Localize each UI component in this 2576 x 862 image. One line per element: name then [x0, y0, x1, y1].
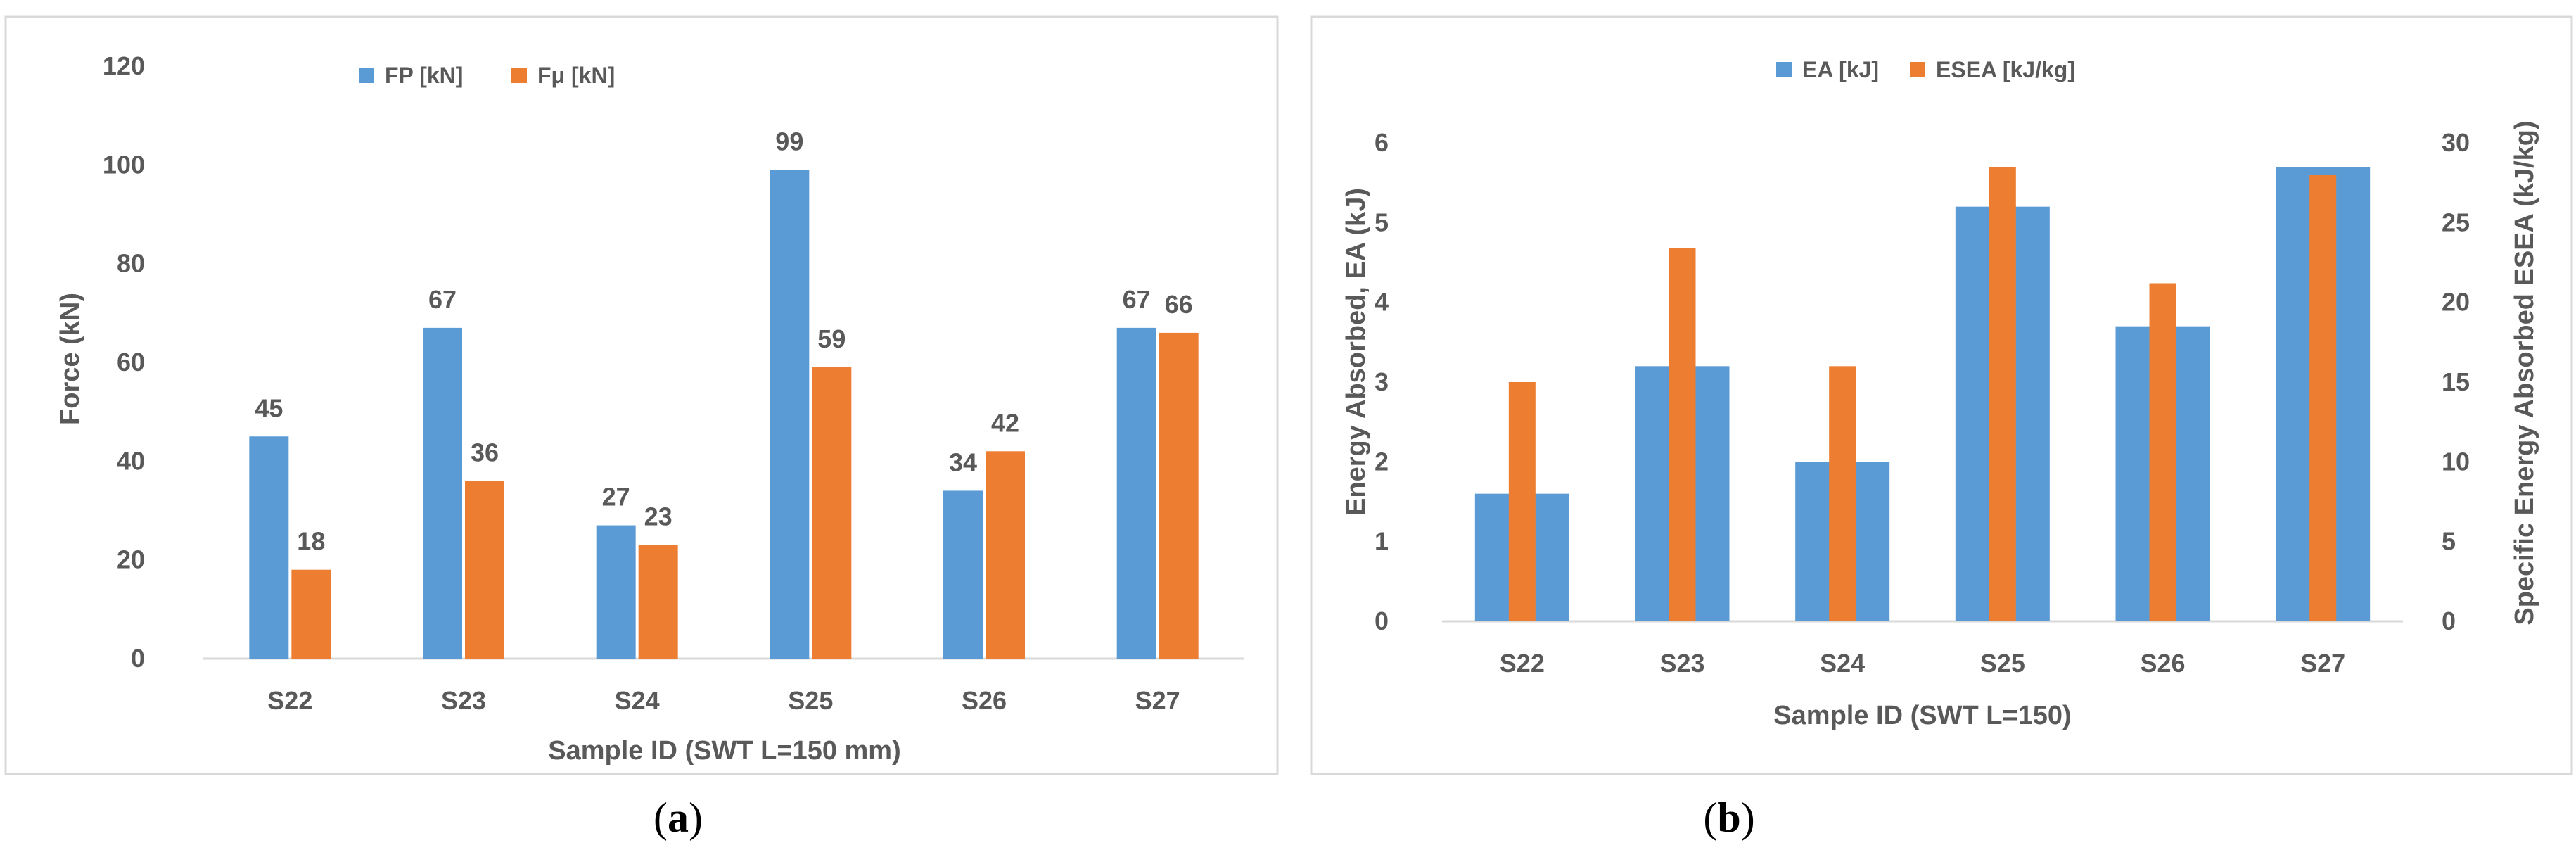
- panel-label-a-letter: a: [668, 794, 689, 841]
- chart-a-x-tick-label: S22: [267, 686, 312, 715]
- chart-b-x-tick-label: S25: [1980, 649, 2025, 678]
- chart-b-y-tick-label-left: 1: [1375, 527, 1389, 556]
- chart-a-y-tick-label: 0: [131, 644, 145, 673]
- chart-a-legend-swatch-fmu: [511, 68, 527, 83]
- chart-a-x-tick-label: S24: [615, 686, 660, 715]
- chart-a-y-tick-label: 120: [103, 51, 145, 80]
- chart-b-legend-label-esea: ESEA [kJ/kg]: [1936, 57, 2075, 82]
- chart-a-bar-fmu: [291, 569, 331, 659]
- panel-label-b-open: (: [1703, 794, 1717, 841]
- chart-a-bar-fmu: [465, 481, 504, 659]
- chart-b-legend-swatch-ea: [1776, 62, 1792, 77]
- chart-a-data-label: 67: [428, 285, 457, 314]
- chart-b-bar-esea: [1669, 248, 1696, 622]
- chart-b-legend-swatch-esea: [1910, 62, 1925, 77]
- chart-b-y-ticks-right: 0 5 10 15 20 25 30: [2442, 128, 2470, 635]
- chart-b-bar-esea: [2309, 175, 2337, 622]
- chart-b-bar-esea: [1829, 366, 1856, 621]
- chart-a-data-label: 36: [471, 438, 499, 467]
- chart-a-y-ticks: 0 20 40 60 80 100 120: [103, 51, 145, 673]
- chart-a-bar-fmu: [812, 367, 852, 659]
- chart-a-bar-fp: [943, 490, 983, 659]
- chart-a-bars: [249, 170, 1199, 659]
- chart-a-y-tick-label: 80: [117, 249, 145, 278]
- chart-b-x-tick-label: S24: [1820, 649, 1865, 678]
- chart-a-legend-swatch-fp: [359, 68, 374, 83]
- chart-b-legend-label-ea: EA [kJ]: [1802, 57, 1879, 82]
- panel-label-a: (a): [653, 794, 703, 841]
- chart-a-data-label: 27: [602, 483, 630, 512]
- chart-a-data-label: 45: [255, 393, 283, 422]
- chart-a-data-label: 99: [775, 127, 803, 156]
- chart-b-x-tick-label: S22: [1500, 649, 1545, 678]
- chart-a-legend: FP [kN] Fμ [kN]: [359, 63, 615, 88]
- chart-b-y-tick-label-right: 15: [2442, 367, 2470, 396]
- chart-a-bar-fp: [770, 170, 810, 659]
- chart-a-data-label: 18: [297, 527, 325, 556]
- chart-a-bar-fp: [423, 327, 462, 659]
- chart-b-y-tick-label-left: 5: [1375, 208, 1389, 236]
- chart-b-y-tick-label-right: 10: [2442, 447, 2470, 476]
- chart-a-data-label: 66: [1165, 290, 1193, 319]
- chart-b-bar-esea: [1989, 167, 2016, 621]
- chart-b-x-tick-label: S27: [2300, 649, 2345, 678]
- chart-a-data-label: 23: [644, 502, 672, 531]
- chart-a-y-tick-label: 20: [117, 545, 145, 574]
- chart-a-x-tick-label: S27: [1135, 686, 1180, 715]
- chart-a-data-label: 34: [949, 448, 977, 476]
- chart-a-data-label: 59: [817, 324, 846, 353]
- panel-label-a-close: ): [689, 794, 703, 841]
- chart-a-y-tick-label: 40: [117, 446, 145, 475]
- chart-b-x-axis-label: Sample ID (SWT L=150): [1773, 701, 2071, 730]
- chart-a-bar-fp: [596, 525, 636, 659]
- chart-b-y-tick-label-right: 20: [2442, 288, 2470, 317]
- chart-a-x-tick-label: S26: [962, 686, 1007, 715]
- chart-a-legend-label-fmu: Fμ [kN]: [537, 63, 615, 88]
- chart-b-y-tick-label-left: 4: [1375, 288, 1389, 317]
- panel-label-b-close: ): [1741, 794, 1755, 841]
- panel-label-b-letter: b: [1717, 794, 1740, 841]
- panel-label-b: (b): [1703, 794, 1754, 841]
- chart-b-x-tick-label: S23: [1659, 649, 1704, 678]
- chart-a-x-tick-label: S25: [788, 686, 833, 715]
- chart-a-bar-fp: [1116, 327, 1156, 659]
- chart-a-bar-fmu: [1159, 332, 1199, 659]
- chart-a-y-tick-label: 60: [117, 348, 145, 376]
- chart-b-y-axis-label-right: Specific Energy Absorbed ESEA (kJ/kg): [2510, 120, 2539, 625]
- chart-a-y-tick-label: 100: [103, 150, 145, 179]
- chart-b-y-tick-label-left: 6: [1375, 128, 1389, 157]
- chart-a-frame: [4, 15, 1279, 775]
- chart-a-bar-fp: [249, 436, 289, 659]
- chart-b-bar-esea: [1508, 382, 1536, 621]
- chart-a-data-labels: 45 18 67 36 27 23 99 59 34 42 67 66: [255, 127, 1192, 555]
- chart-a-data-label: 67: [1123, 285, 1151, 314]
- chart-b-bar-esea: [2149, 283, 2176, 621]
- chart-a-x-axis-label: Sample ID (SWT L=150 mm): [548, 736, 901, 766]
- chart-b-y-axis-label-left: Energy Absorbed, EA (kJ): [1341, 188, 1371, 516]
- chart-b-legend: EA [kJ] ESEA [kJ/kg]: [1776, 57, 2075, 82]
- chart-b-bars: [1474, 167, 2371, 622]
- chart-a-y-axis-label: Force (kN): [56, 293, 85, 425]
- chart-b-y-tick-label-right: 25: [2442, 208, 2470, 236]
- chart-a-x-tick-label: S23: [441, 686, 486, 715]
- chart-a-data-label: 42: [991, 408, 1019, 437]
- chart-a-bar-fmu: [638, 545, 678, 659]
- chart-b-x-ticks: S22 S23 S24 S25 S26 S27: [1500, 649, 2345, 678]
- chart-b-x-tick-label: S26: [2140, 649, 2185, 678]
- chart-b-y-tick-label-right: 5: [2442, 527, 2456, 556]
- chart-b-y-ticks-left: 0 1 2 3 4 5 6: [1375, 128, 1389, 635]
- chart-a-legend-label-fp: FP [kN]: [385, 63, 463, 88]
- panel-label-a-open: (: [653, 794, 668, 841]
- chart-b-y-tick-label-left: 2: [1375, 447, 1389, 476]
- chart-a-x-ticks: S22 S23 S24 S25 S26 S27: [267, 686, 1180, 715]
- chart-a-bar-fmu: [986, 451, 1025, 659]
- chart-b-y-tick-label-left: 3: [1375, 367, 1389, 396]
- chart-b-y-tick-label-left: 0: [1375, 607, 1389, 635]
- chart-b-y-tick-label-right: 0: [2442, 607, 2456, 635]
- chart-a: 0 20 40 60 80 100 120 45 18 67 36 27 23 99 59 34 42 67 66…: [56, 51, 1244, 766]
- chart-b-y-tick-label-right: 30: [2442, 128, 2470, 157]
